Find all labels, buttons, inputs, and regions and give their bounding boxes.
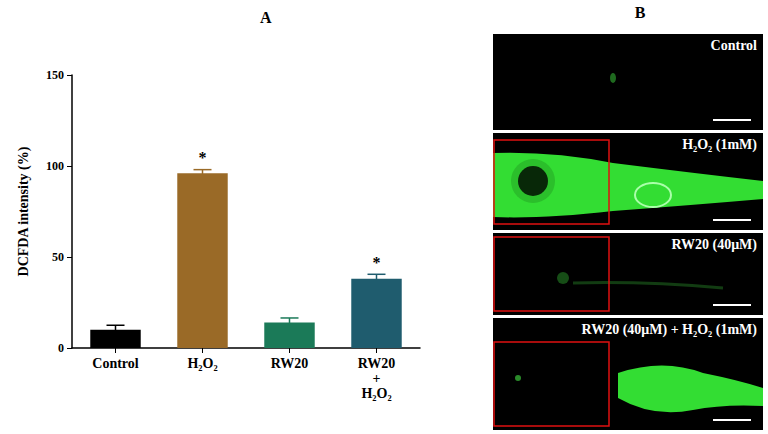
svg-text:0: 0 xyxy=(58,341,64,355)
svg-text:DCFDA intensity (%): DCFDA intensity (%) xyxy=(16,146,32,276)
html-text:H₂O₂ (1mM): H₂O₂ (1mM) xyxy=(682,137,757,152)
svg-text:RW20: RW20 xyxy=(271,356,309,371)
svg-text:RW20: RW20 xyxy=(358,356,396,371)
svg-text:+: + xyxy=(373,371,381,386)
svg-text:*: * xyxy=(199,149,207,166)
svg-text:100: 100 xyxy=(46,159,64,173)
html-text:RW20 (40μM): RW20 (40μM) xyxy=(671,237,757,252)
html-text:RW20 (40μM) + H₂O₂ (1mM): RW20 (40μM) + H₂O₂ (1mM) xyxy=(581,322,757,337)
svg-text:H₂O₂: H₂O₂ xyxy=(361,386,391,401)
svg-text:Control: Control xyxy=(92,356,139,371)
svg-text:50: 50 xyxy=(52,250,64,264)
html-text:B: B xyxy=(634,4,646,21)
svg-text:A: A xyxy=(260,9,272,26)
svg-text:H₂O₂: H₂O₂ xyxy=(187,356,217,371)
svg-text:150: 150 xyxy=(46,68,64,82)
svg-text:*: * xyxy=(373,254,381,271)
html-text:Control: Control xyxy=(710,38,757,53)
